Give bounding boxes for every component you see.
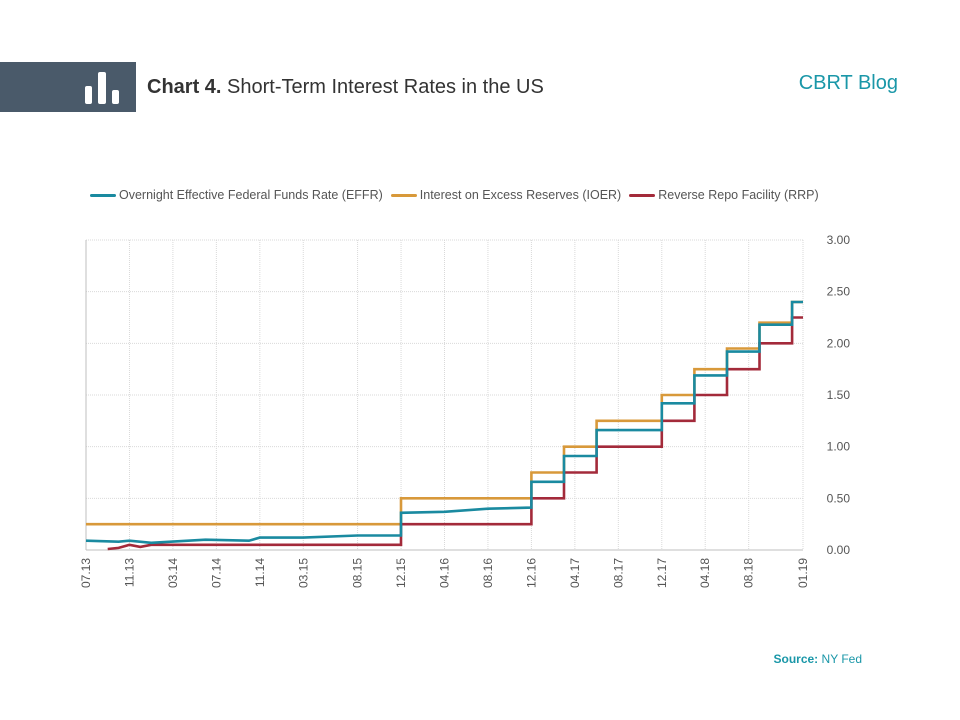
legend-swatch <box>90 193 116 197</box>
x-tick-label: 12.17 <box>655 558 669 588</box>
x-tick-label: 04.18 <box>698 558 712 588</box>
chart-title: Short-Term Interest Rates in the US <box>227 76 544 98</box>
legend-label: Interest on Excess Reserves (IOER) <box>419 188 622 202</box>
x-tick-label: 08.15 <box>351 558 365 588</box>
y-tick-label: 1.00 <box>827 440 851 454</box>
x-tick-label: 01.19 <box>796 558 810 588</box>
series-line-effr <box>85 300 803 545</box>
y-tick-label: 1.50 <box>827 388 851 402</box>
x-tick-label: 08.17 <box>611 558 625 588</box>
y-tick-label: 2.00 <box>827 336 851 350</box>
series-line-rrp <box>107 316 803 551</box>
x-tick-label: 03.14 <box>166 558 180 588</box>
header-block <box>0 62 136 112</box>
source-value: NY Fed <box>821 652 862 666</box>
brand-label: CBRT Blog <box>798 72 898 94</box>
x-tick-label: 11.14 <box>253 558 267 587</box>
chart-number: Chart 4. <box>147 76 222 98</box>
page-title: Chart 4. Short-Term Interest Rates in th… <box>147 76 544 99</box>
legend-label: Overnight Effective Federal Funds Rate (… <box>119 188 383 202</box>
legend-label: Reverse Repo Facility (RRP) <box>658 188 819 202</box>
y-tick-label: 0.50 <box>827 491 851 505</box>
x-tick-label: 12.15 <box>394 558 408 588</box>
x-tick-label: 08.18 <box>742 558 756 588</box>
chart-legend: Overnight Effective Federal Funds Rate (… <box>90 186 890 204</box>
bar-chart-icon <box>85 72 119 104</box>
legend-item-rrp: Reverse Repo Facility (RRP) <box>629 188 819 202</box>
y-tick-label: 0.00 <box>827 543 851 557</box>
y-tick-label: 2.50 <box>827 285 851 299</box>
legend-item-effr: Overnight Effective Federal Funds Rate (… <box>90 188 383 202</box>
x-tick-label: 12.16 <box>524 558 538 588</box>
x-tick-label: 03.15 <box>296 558 310 588</box>
source-label: Source: <box>773 652 819 666</box>
x-tick-label: 08.16 <box>481 558 495 588</box>
legend-swatch <box>629 193 656 197</box>
y-tick-label: 3.00 <box>827 233 851 247</box>
x-tick-label: 07.14 <box>209 558 223 588</box>
x-tick-label: 04.17 <box>568 558 582 588</box>
x-tick-label: 11.13 <box>122 558 136 587</box>
x-tick-label: 04.16 <box>438 558 452 588</box>
legend-swatch <box>390 193 417 197</box>
source-note: Source: NY Fed <box>774 652 863 666</box>
legend-item-ioer: Interest on Excess Reserves (IOER) <box>390 188 622 202</box>
x-tick-label: 07.13 <box>79 558 93 588</box>
